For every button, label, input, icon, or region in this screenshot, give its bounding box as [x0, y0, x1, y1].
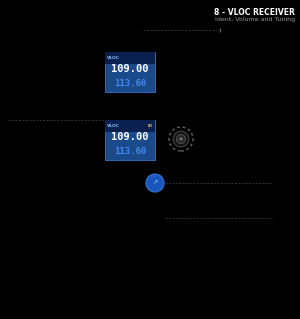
- Circle shape: [173, 131, 189, 147]
- FancyBboxPatch shape: [105, 52, 155, 64]
- Circle shape: [180, 137, 182, 140]
- FancyBboxPatch shape: [105, 52, 155, 92]
- FancyBboxPatch shape: [105, 120, 155, 160]
- Text: 109.00: 109.00: [111, 132, 149, 142]
- Text: 109.00: 109.00: [111, 64, 149, 74]
- Text: VLOC: VLOC: [107, 124, 120, 128]
- Text: 113.60: 113.60: [114, 79, 146, 88]
- Text: VLOC: VLOC: [107, 56, 120, 60]
- FancyBboxPatch shape: [105, 120, 155, 132]
- Text: 113.60: 113.60: [114, 147, 146, 157]
- Text: ↗: ↗: [152, 181, 158, 186]
- Circle shape: [176, 134, 186, 144]
- Circle shape: [146, 174, 164, 192]
- Text: Ident, Volume and Tuning: Ident, Volume and Tuning: [215, 17, 295, 22]
- Text: 8 - VLOC RECEIVER: 8 - VLOC RECEIVER: [214, 8, 295, 17]
- Text: ID: ID: [148, 124, 153, 128]
